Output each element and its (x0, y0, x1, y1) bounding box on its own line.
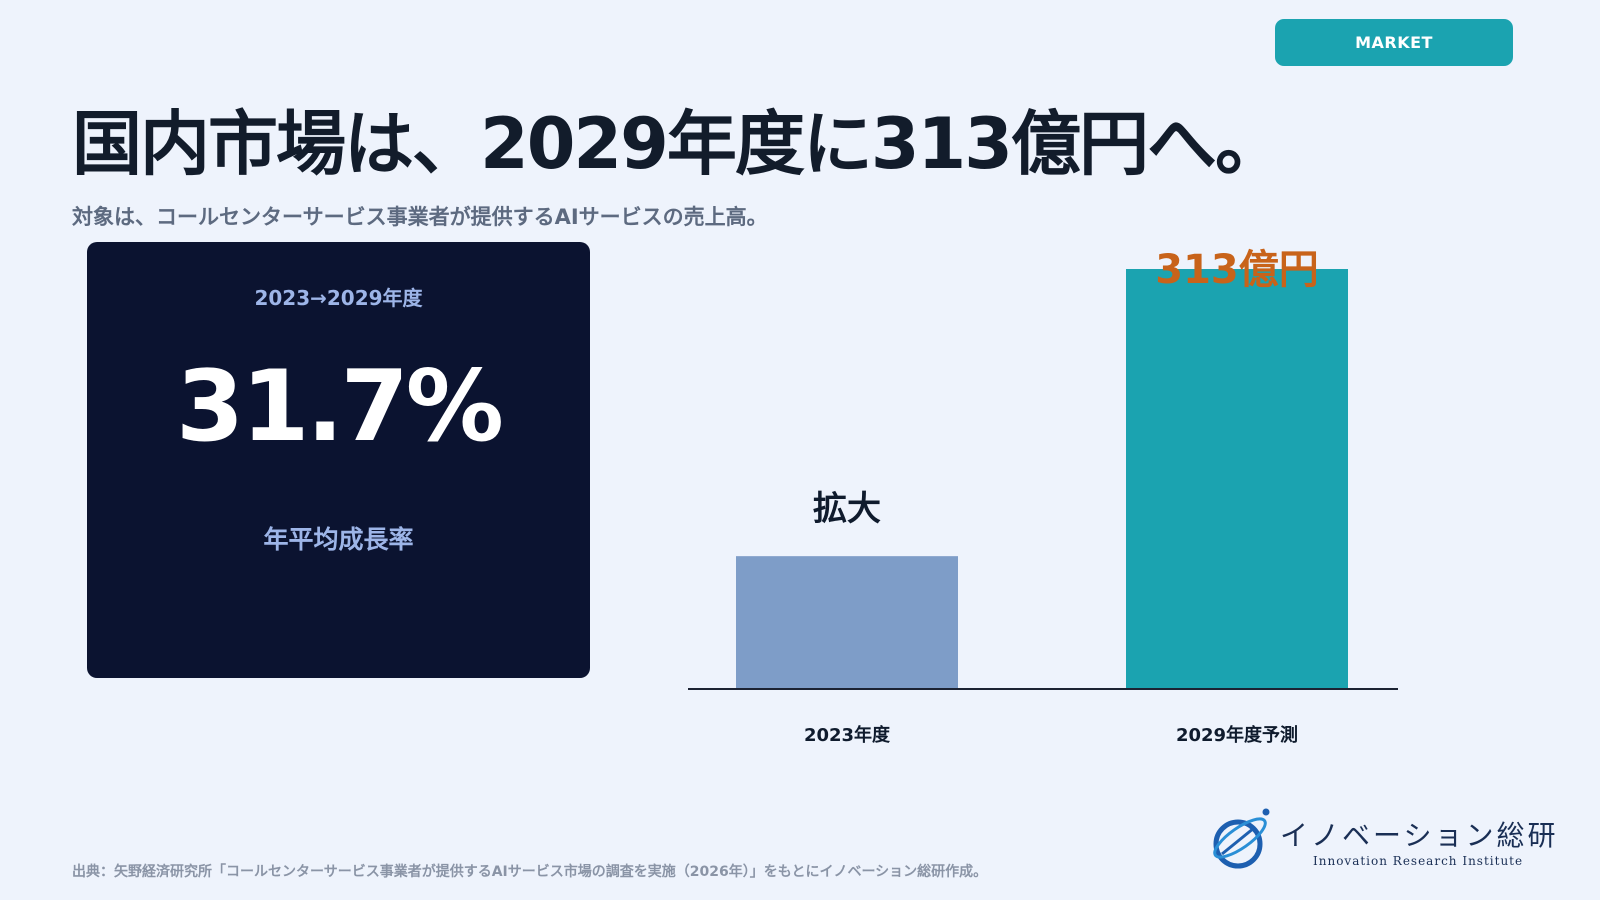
cagr-period: 2023→2029年度 (254, 286, 423, 310)
bar-2 (1126, 269, 1348, 689)
cagr-label: 年平均成長率 (263, 525, 414, 554)
atom-globe-icon (1213, 808, 1270, 869)
logo-name-en: Innovation Research Institute (1313, 854, 1524, 868)
bar-1 (736, 556, 958, 689)
market-bar-chart: 拡大 2023年度 313億円 2029年度予測 (688, 247, 1398, 746)
x-tick-label-1: 2023年度 (804, 724, 891, 746)
company-logo: イノベーション総研 Innovation Research Institute (1208, 808, 1555, 878)
source-note: 出典：矢野経済研究所「コールセンターサービス事業者が提供するAIサービス市場の調… (72, 864, 988, 880)
page-title: 国内市場は、2029年度に313億円へ。 (72, 103, 1285, 185)
data-label-2: 313億円 (1155, 247, 1319, 293)
data-label-1: 拡大 (813, 489, 881, 529)
logo-name-jp: イノベーション総研 (1280, 819, 1559, 852)
market-badge: MARKET (1275, 19, 1513, 66)
x-tick-label-2: 2029年度予測 (1176, 724, 1298, 746)
page-subtitle: 対象は、コールセンターサービス事業者が提供するAIサービスの売上高。 (72, 205, 768, 229)
cagr-card: 2023→2029年度 31.7% 年平均成長率 (87, 242, 590, 678)
cagr-value: 31.7% (176, 350, 504, 464)
